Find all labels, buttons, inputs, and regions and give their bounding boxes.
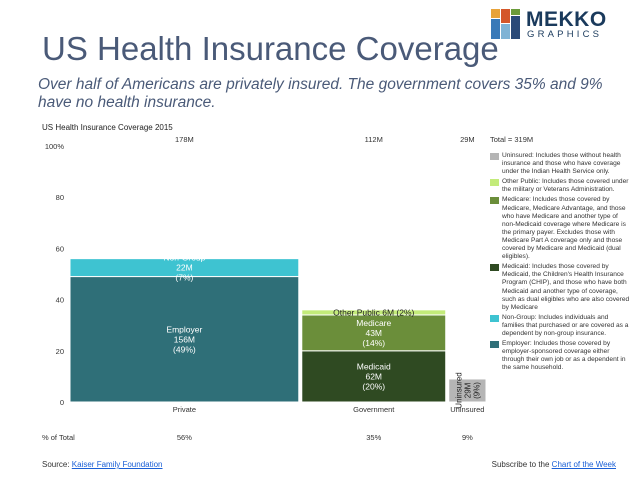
column-total-label: 112M xyxy=(365,135,383,144)
page-subtitle: Over half of Americans are privately ins… xyxy=(38,76,603,111)
segment-label: 156M xyxy=(174,334,195,344)
mekko-graphics-logo: MEKKO GRAPHICS xyxy=(490,8,630,42)
bar-segment-medicare xyxy=(301,314,447,352)
legend-text: Employer: Includes those covered by empl… xyxy=(502,340,626,372)
source-link[interactable]: Kaiser Family Foundation xyxy=(71,460,163,469)
legend-text: Uninsured: Includes those without health… xyxy=(502,152,621,176)
column-percent-label: 56% xyxy=(177,433,192,442)
legend-item: Employer: Includes those covered by empl… xyxy=(490,340,630,372)
legend-text: Medicare: Includes those covered by Medi… xyxy=(502,196,626,261)
bar-segment-employer xyxy=(69,276,300,403)
y-tick-label: 80 xyxy=(56,193,64,202)
logo-word-graphics: GRAPHICS xyxy=(527,29,603,40)
column-percent-label: 35% xyxy=(366,433,381,442)
bar-segment-medicaid xyxy=(301,350,447,403)
chart-legend: Uninsured: Includes those without health… xyxy=(490,152,630,374)
column-category-label: Government xyxy=(353,405,395,414)
y-tick-label: 100% xyxy=(45,142,65,151)
legend-swatch xyxy=(490,179,499,187)
y-tick-label: 0 xyxy=(60,398,64,407)
segment-label: Non-Group xyxy=(163,253,205,263)
logo-word-mekko: MEKKO xyxy=(526,8,607,31)
legend-swatch xyxy=(490,197,499,205)
source-prefix: Source: xyxy=(42,460,72,469)
bar-segment-uninsured xyxy=(448,378,487,403)
legend-swatch xyxy=(490,153,499,160)
segment-label: Employer xyxy=(166,324,202,334)
y-tick-label: 60 xyxy=(56,244,64,253)
legend-text: Medicaid: Includes those covered by Medi… xyxy=(502,263,630,311)
legend-item: Medicare: Includes those covered by Medi… xyxy=(490,196,630,261)
column-total-label: 29M xyxy=(460,135,475,144)
mekko-logo-mark xyxy=(491,9,520,39)
segment-label: (14%) xyxy=(362,338,385,348)
legend-item: Non-Group: Includes individuals and fami… xyxy=(490,314,630,338)
segment-label: Medicare xyxy=(356,318,391,328)
y-tick-label: 20 xyxy=(56,347,64,356)
subscribe-note: Subscribe to the Chart of the Week xyxy=(492,460,616,469)
source-note: Source: Kaiser Family Foundation xyxy=(42,460,163,469)
legend-item: Uninsured: Includes those without health… xyxy=(490,152,630,176)
chart-title: US Health Insurance Coverage 2015 xyxy=(42,123,173,132)
column-total-label: 178M xyxy=(175,135,194,144)
column-percent-label: 9% xyxy=(462,433,473,442)
segment-label: 29M xyxy=(463,382,472,398)
legend-swatch xyxy=(490,264,499,272)
segment-label: Other Public 6M (2%) xyxy=(333,307,414,317)
segment-label: (7%) xyxy=(175,273,193,283)
subscribe-prefix: Subscribe to the xyxy=(491,460,552,469)
legend-swatch xyxy=(490,341,499,349)
legend-swatch xyxy=(490,314,499,322)
total-label: Total = 319M xyxy=(490,135,533,144)
segment-label-group: Uninsured 29M (9%) xyxy=(454,372,481,408)
segment-label: Medicaid xyxy=(357,361,391,371)
segment-label: 62M xyxy=(365,371,382,381)
y-tick-label: 40 xyxy=(56,296,64,305)
segment-label: (9%) xyxy=(472,382,481,399)
column-category-label: Private xyxy=(173,405,196,414)
percent-row-label: % of Total xyxy=(42,433,75,442)
segment-label: 43M xyxy=(365,328,382,338)
segment-label: (20%) xyxy=(362,381,385,391)
segment-label: Uninsured xyxy=(454,372,463,408)
segment-label: (49%) xyxy=(173,344,196,354)
bar-segment-non-group xyxy=(69,258,300,278)
legend-item: Medicaid: Includes those covered by Medi… xyxy=(490,263,630,312)
segment-label: 22M xyxy=(176,263,193,273)
bar-segment-other-public xyxy=(301,309,447,316)
column-category-label: Uninsured xyxy=(450,405,484,414)
legend-item: Other Public: Includes those covered und… xyxy=(490,178,630,194)
subscribe-link[interactable]: Chart of the Week xyxy=(551,460,616,469)
legend-text: Non-Group: Includes individuals and fami… xyxy=(502,313,629,337)
page-title: US Health Insurance Coverage xyxy=(42,30,499,67)
legend-text: Other Public: Includes those covered und… xyxy=(502,178,629,194)
